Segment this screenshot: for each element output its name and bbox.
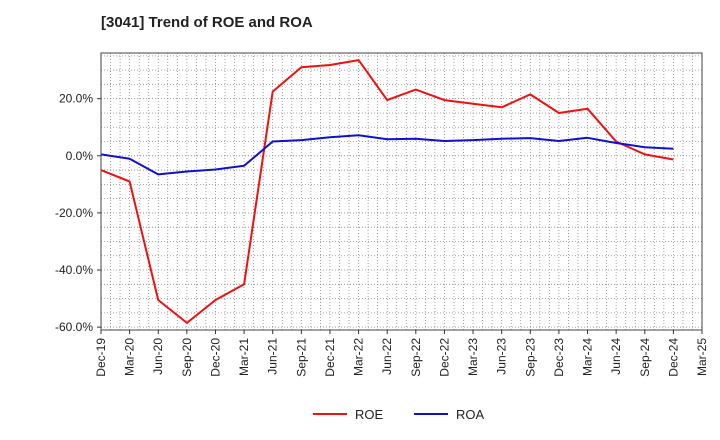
- x-tick-label: Sep-23: [523, 338, 537, 377]
- x-tick-label: Dec-20: [208, 338, 222, 377]
- x-tick-label: Mar-24: [581, 338, 595, 376]
- x-tick-label: Mar-22: [352, 338, 366, 376]
- x-tick-label: Dec-23: [552, 338, 566, 377]
- series-line-roa: [100, 134, 674, 176]
- series-lines: [100, 59, 674, 324]
- grid-lines: [101, 53, 702, 330]
- x-tick-label: Sep-21: [294, 338, 308, 377]
- x-tick-label: Mar-20: [123, 338, 137, 376]
- y-tick-label: 20.0%: [59, 92, 93, 106]
- x-tick-label: Sep-20: [180, 338, 194, 377]
- legend: ROE ROA: [313, 407, 485, 422]
- x-tick-label: Sep-24: [638, 338, 652, 377]
- x-tick-label: Jun-22: [380, 338, 394, 375]
- x-tick-label: Dec-19: [94, 338, 108, 377]
- x-tick-label: Jun-20: [151, 338, 165, 375]
- x-tick-label: Mar-23: [466, 338, 480, 376]
- y-tick-label: -60.0%: [55, 320, 93, 334]
- series-line-roe: [100, 59, 674, 324]
- y-tick-label: -40.0%: [55, 263, 93, 277]
- x-tick-label: Mar-25: [695, 338, 709, 376]
- y-tick-label: 0.0%: [66, 149, 94, 163]
- x-tick-label: Jun-21: [266, 338, 280, 375]
- x-tick-label: Sep-22: [409, 338, 423, 377]
- x-tick-label: Dec-22: [437, 338, 451, 377]
- y-axis: 20.0% 0.0% -20.0% -40.0% -60.0%: [55, 92, 101, 334]
- chart-title: [3041] Trend of ROE and ROA: [101, 14, 313, 31]
- plot-area: [101, 53, 702, 330]
- x-tick-label: Dec-21: [323, 338, 337, 377]
- x-tick-label: Jun-24: [609, 338, 623, 375]
- y-tick-label: -20.0%: [55, 206, 93, 220]
- plot-border: [100, 52, 703, 331]
- legend-label-roe: ROE: [355, 407, 384, 422]
- x-tick-label: Dec-24: [666, 338, 680, 377]
- legend-label-roa: ROA: [456, 407, 485, 422]
- x-axis: Dec-19 Mar-20 Jun-20 Sep-20 Dec-20 Mar-21 Jun-…: [94, 330, 709, 377]
- x-tick-label: Jun-23: [495, 338, 509, 375]
- x-tick-label: Mar-21: [237, 338, 251, 376]
